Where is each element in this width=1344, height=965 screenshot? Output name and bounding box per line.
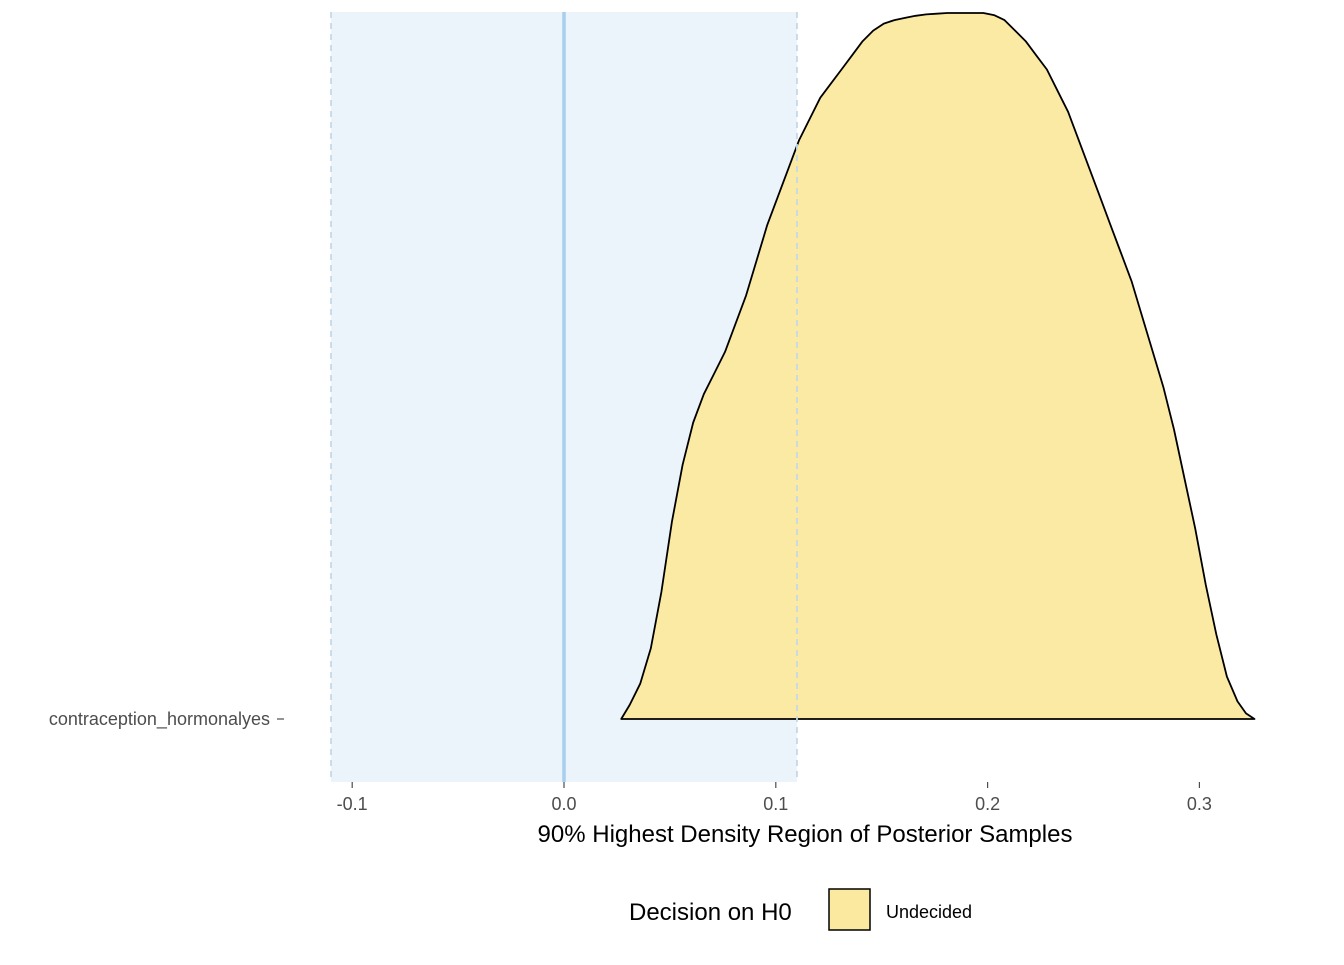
plot-area xyxy=(330,12,1256,782)
x-tick-label: -0.1 xyxy=(337,794,368,814)
density-area-contraception_hormonalyes xyxy=(620,12,1256,720)
legend-entry-label: Undecided xyxy=(886,902,972,922)
legend: Decision on H0 Undecided xyxy=(629,888,972,931)
legend-title: Decision on H0 xyxy=(629,899,792,926)
x-axis: -0.1 0.0 0.1 0.2 0.3 xyxy=(337,782,1212,814)
y-axis: contraception_hormonalyes xyxy=(49,709,284,730)
x-axis-title: 90% Highest Density Region of Posterior … xyxy=(538,821,1073,848)
x-tick-label: 0.3 xyxy=(1187,794,1212,814)
y-tick-label: contraception_hormonalyes xyxy=(49,709,270,730)
x-tick-label: 0.2 xyxy=(975,794,1000,814)
x-tick-label: 0.1 xyxy=(763,794,788,814)
legend-key-swatch xyxy=(828,888,871,931)
x-tick-label: 0.0 xyxy=(551,794,576,814)
